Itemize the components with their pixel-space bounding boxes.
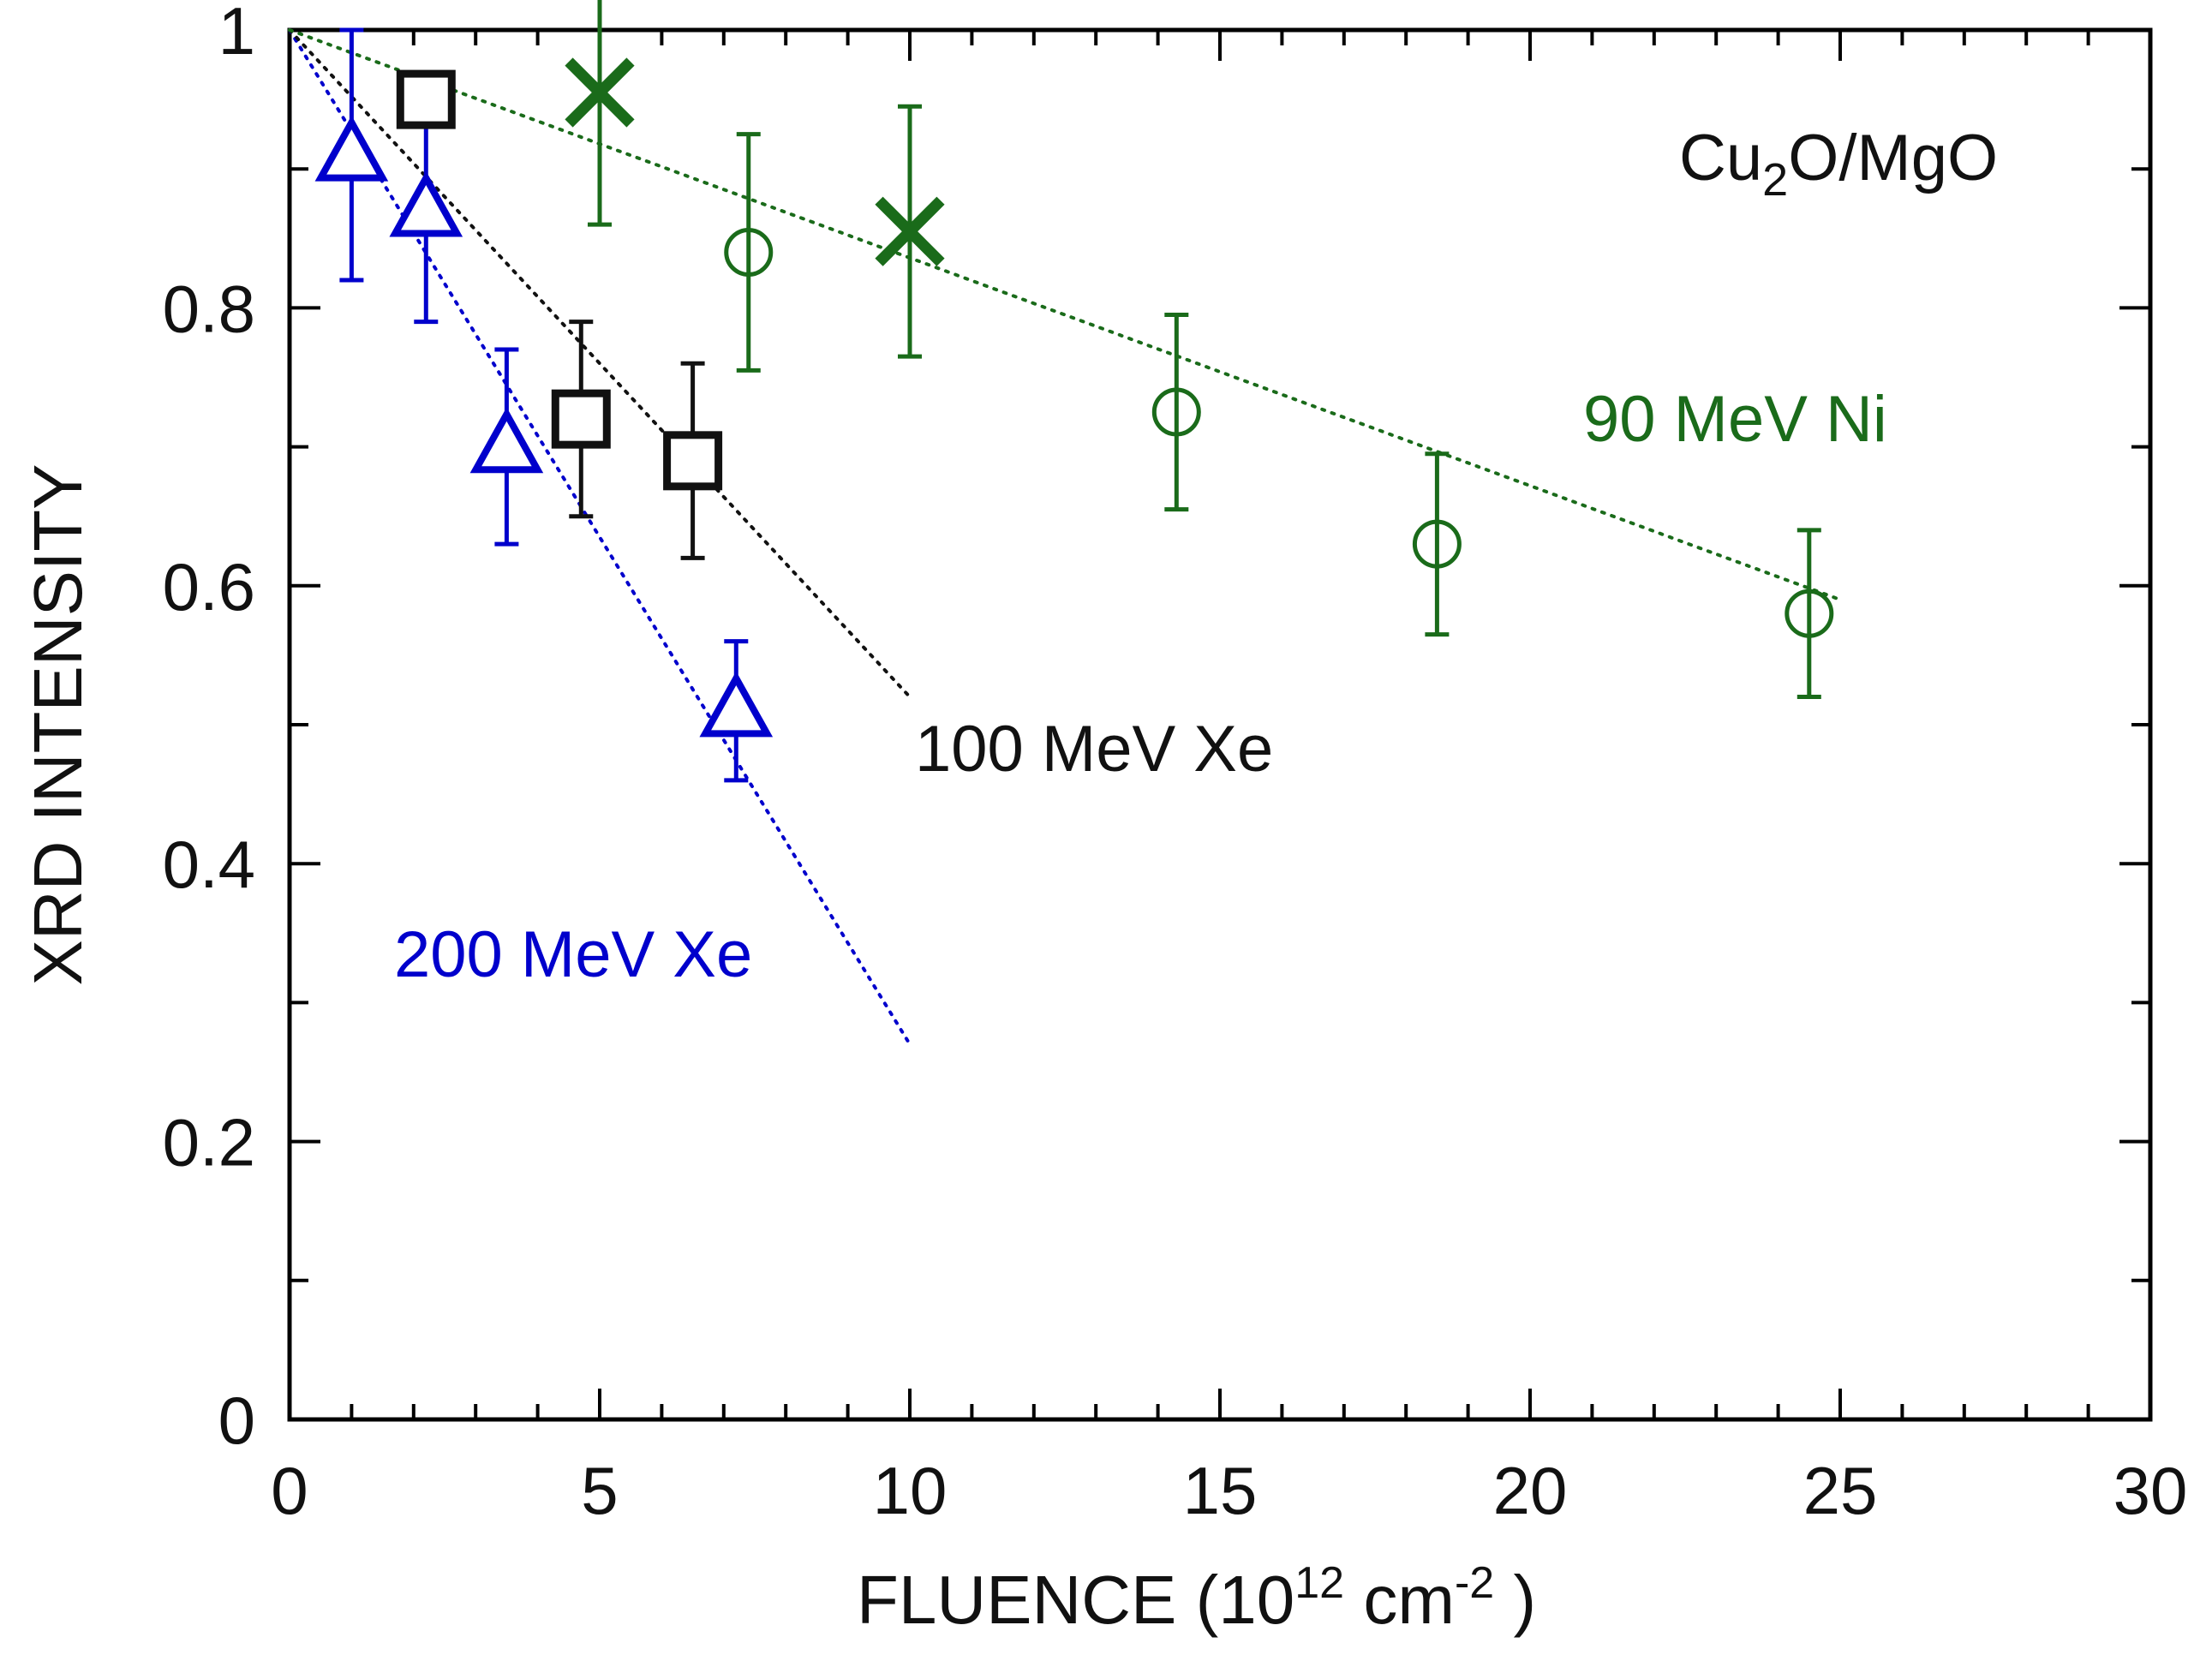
y-tick-label: 0.2 xyxy=(163,1105,255,1180)
x-tick-labels: 0 5 10 15 20 25 30 xyxy=(271,1453,2187,1528)
annotation-90mev-ni: 90 MeV Ni xyxy=(1583,383,1887,456)
triangle-marker xyxy=(699,671,774,738)
y-tick-label: 0.6 xyxy=(163,549,255,624)
fit-line xyxy=(288,28,912,699)
circle-marker xyxy=(1151,387,1201,437)
y-axis-title: XRD INTENSITY xyxy=(20,464,96,986)
annotation-200mev-xe: 200 MeV Xe xyxy=(394,918,752,991)
x-tick-label: 0 xyxy=(271,1453,308,1528)
fit-line xyxy=(288,28,1842,602)
x-marker xyxy=(875,196,945,266)
circle-marker xyxy=(1785,589,1834,638)
annotation-100mev-xe: 100 MeV Xe xyxy=(915,713,1273,786)
fit-line xyxy=(288,28,912,1047)
data-markers xyxy=(314,57,1834,738)
square-marker xyxy=(551,389,611,449)
sample-label: Cu2O/MgO xyxy=(1679,122,1998,206)
y-tick-label: 0.8 xyxy=(163,271,255,346)
triangle-marker xyxy=(389,170,463,237)
x-tick-label: 20 xyxy=(1493,1453,1568,1528)
triangle-marker xyxy=(314,115,389,182)
square-marker xyxy=(663,431,723,491)
x-tick-label: 15 xyxy=(1183,1453,1258,1528)
y-tick-labels: 0 0.2 0.4 0.6 0.8 1 xyxy=(163,0,255,1458)
y-tick-label: 0.4 xyxy=(163,827,255,902)
plot-frame xyxy=(287,27,2153,1422)
x-tick-label: 30 xyxy=(2113,1453,2188,1528)
fit-lines xyxy=(288,28,1842,1047)
x-marker xyxy=(565,57,635,128)
circle-marker xyxy=(1412,519,1462,569)
x-tick-label: 10 xyxy=(873,1453,948,1528)
square-marker xyxy=(396,69,456,129)
triangle-marker xyxy=(469,407,544,474)
circle-marker xyxy=(724,228,774,278)
x-tick-label: 25 xyxy=(1803,1453,1878,1528)
x-tick-label: 5 xyxy=(581,1453,618,1528)
y-tick-label: 0 xyxy=(218,1383,255,1458)
y-tick-label: 1 xyxy=(218,0,255,69)
x-axis-title: FLUENCE (1012 cm-2 ) xyxy=(857,1558,1536,1638)
